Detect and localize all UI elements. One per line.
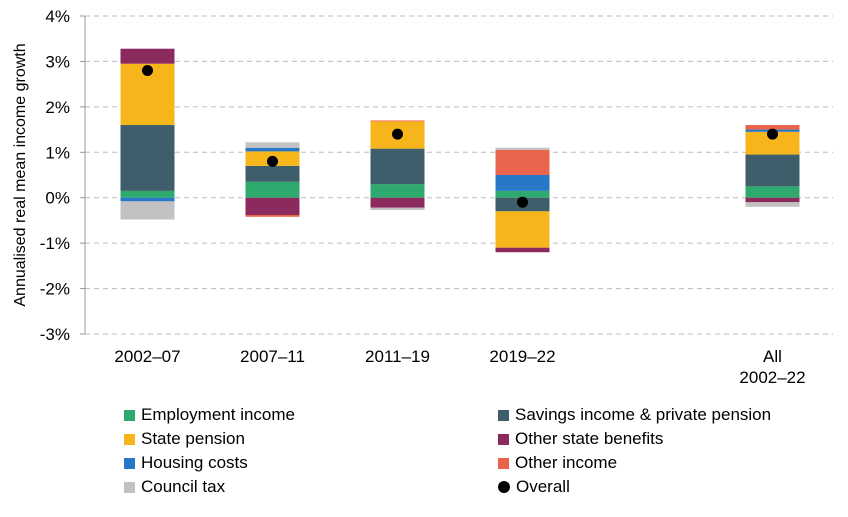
bar-segment bbox=[745, 154, 800, 187]
y-tick-label: 1% bbox=[45, 143, 70, 162]
overall-dot-icon bbox=[498, 481, 510, 493]
y-tick-label: -1% bbox=[40, 234, 70, 253]
bar-segment bbox=[120, 197, 175, 202]
bar-segment bbox=[120, 201, 175, 220]
bar-segment bbox=[495, 147, 550, 151]
legend-item-housing: Housing costs bbox=[124, 451, 248, 475]
bar-segment bbox=[370, 148, 425, 185]
overall-point bbox=[267, 155, 278, 167]
bar-segment bbox=[745, 202, 800, 207]
bar-segment bbox=[745, 125, 800, 130]
legend-item-council-tax: Council tax bbox=[124, 475, 225, 499]
y-tick-label: 4% bbox=[45, 7, 70, 26]
bar-segment bbox=[120, 190, 175, 198]
bar-segment bbox=[495, 175, 550, 191]
legend-label: Savings income & private pension bbox=[515, 405, 772, 424]
bar-segment bbox=[370, 197, 425, 208]
y-axis-title: Annualised real mean income growth bbox=[12, 43, 29, 306]
housing-swatch bbox=[124, 457, 135, 469]
legend-item-savings: Savings income & private pension bbox=[498, 403, 771, 427]
bar-segment bbox=[245, 142, 300, 148]
bar-segment bbox=[120, 125, 175, 191]
x-tick-label: 2007–11 bbox=[240, 347, 305, 366]
y-tick-label: 2% bbox=[45, 98, 70, 117]
bar-segment bbox=[495, 190, 550, 198]
legend-label: Housing costs bbox=[141, 453, 248, 472]
bars bbox=[120, 48, 800, 253]
bar-segment bbox=[245, 181, 300, 198]
x-axis-labels: 2002–07 2007–11 2011–19 2019–22 All 2002–22 bbox=[114, 347, 805, 387]
legend-label: Other income bbox=[515, 453, 618, 472]
bar-segment bbox=[120, 48, 175, 64]
legend-item-employment: Employment income bbox=[124, 403, 295, 427]
y-axis: -3% -2% -1% 0% 1% 2% 3% 4% bbox=[40, 7, 86, 344]
bar-segment bbox=[745, 131, 800, 155]
bar-segment bbox=[495, 150, 550, 175]
bar-segment bbox=[745, 197, 800, 203]
other-benefits-swatch bbox=[498, 433, 509, 445]
bar-segment bbox=[245, 197, 300, 215]
savings-swatch bbox=[498, 409, 509, 421]
overall-markers bbox=[142, 65, 778, 208]
legend-label: Other state benefits bbox=[515, 429, 664, 448]
bar-segment bbox=[245, 165, 300, 182]
bar-segment bbox=[370, 120, 425, 122]
overall-point bbox=[392, 128, 403, 140]
bar-segment bbox=[370, 184, 425, 198]
bar-segment bbox=[495, 247, 550, 253]
bar-segment bbox=[370, 207, 425, 210]
other-income-swatch bbox=[498, 457, 509, 469]
y-tick-label: 3% bbox=[45, 52, 70, 71]
bar-segment bbox=[245, 147, 300, 152]
overall-point bbox=[517, 196, 528, 208]
bar-segment bbox=[745, 186, 800, 198]
council-tax-swatch bbox=[124, 481, 135, 493]
stacked-bar-chart: -3% -2% -1% 0% 1% 2% 3% 4% 2002–07 2007–11 2011–1… bbox=[12, 7, 833, 387]
x-tick-label: 2011–19 bbox=[365, 347, 430, 366]
y-tick-label: -2% bbox=[40, 280, 70, 299]
y-tick-label: -3% bbox=[40, 325, 70, 344]
legend-label: Council tax bbox=[141, 477, 226, 496]
legend-label: Overall bbox=[516, 477, 570, 496]
legend-item-other-benefits: Other state benefits bbox=[498, 427, 663, 451]
overall-point bbox=[142, 65, 153, 77]
x-tick-label: All 2002–22 bbox=[739, 347, 805, 387]
legend-item-overall: Overall bbox=[498, 475, 570, 499]
legend: Employment income Savings income & priva… bbox=[0, 400, 848, 517]
state-pension-swatch bbox=[124, 433, 135, 445]
bar-segment bbox=[245, 214, 300, 217]
legend-item-state-pension: State pension bbox=[124, 427, 245, 451]
legend-label: State pension bbox=[141, 429, 245, 448]
y-tick-label: 0% bbox=[45, 189, 70, 208]
legend-label: Employment income bbox=[141, 405, 296, 424]
x-tick-label: 2002–07 bbox=[114, 347, 180, 366]
x-tick-label: 2019–22 bbox=[489, 347, 555, 366]
gridlines bbox=[85, 15, 833, 335]
legend-item-other-income: Other income bbox=[498, 451, 617, 475]
employment-swatch bbox=[124, 409, 135, 421]
overall-point bbox=[767, 128, 778, 140]
bar-segment bbox=[495, 211, 550, 248]
